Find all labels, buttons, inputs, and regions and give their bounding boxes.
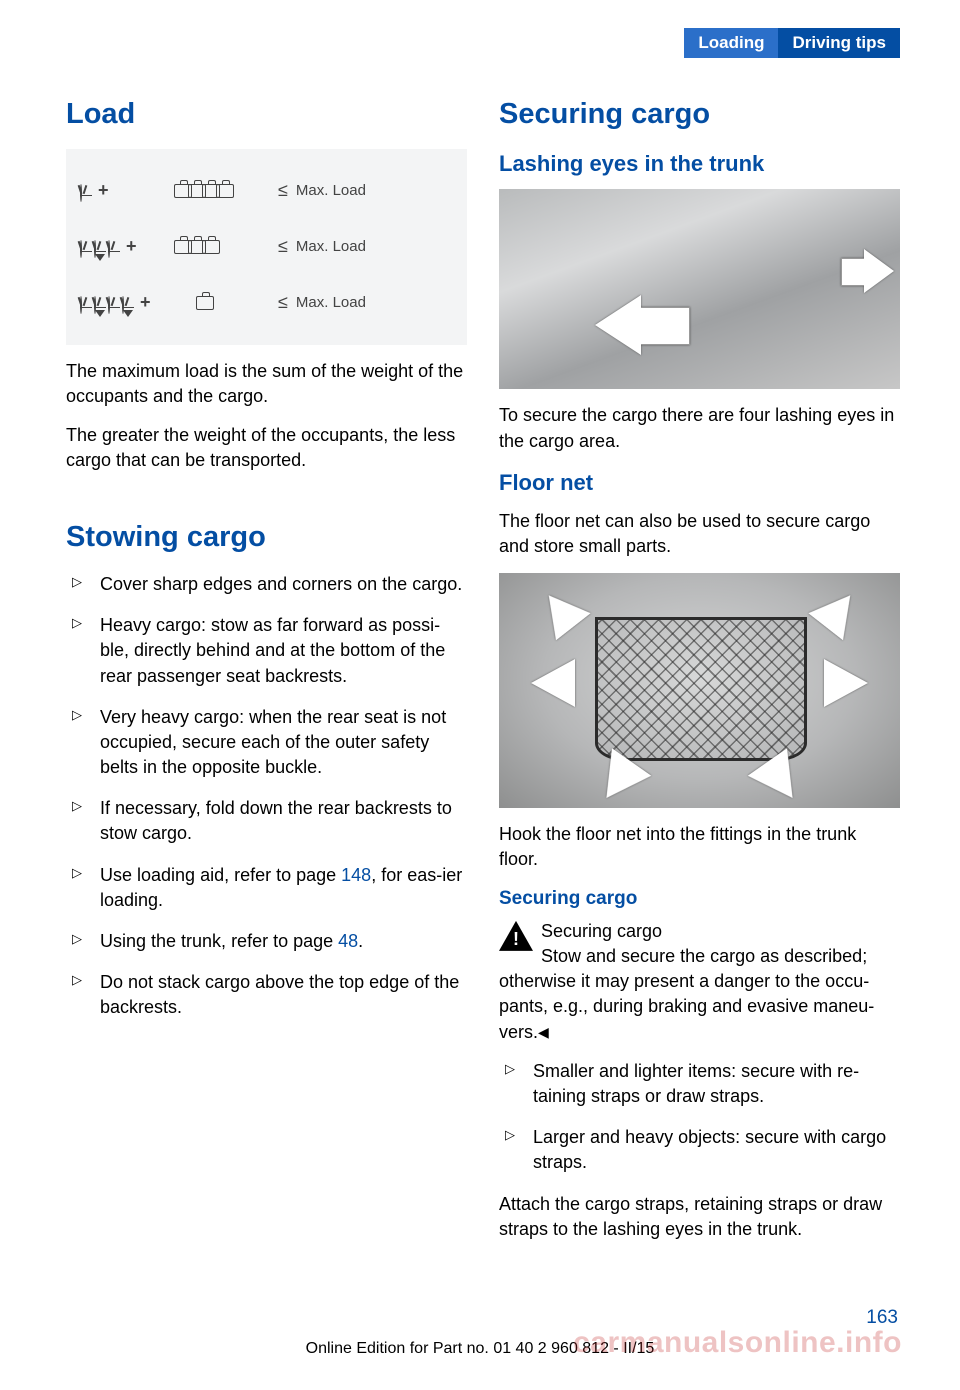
end-triangle-icon: ◀ xyxy=(538,1024,549,1040)
footer-text: Online Edition for Part no. 01 40 2 960 … xyxy=(0,1338,960,1360)
list-item: Cover sharp edges and corners on the car… xyxy=(66,572,467,597)
left-column: Load + ≤Max. Load + xyxy=(66,94,467,1256)
max-load-label: Max. Load xyxy=(296,236,366,257)
heading-floor-net: Floor net xyxy=(499,468,900,499)
load-para-1: The maximum load is the sum of the weigh… xyxy=(66,359,467,409)
page-header: Loading Driving tips xyxy=(0,28,900,58)
page-ref-48[interactable]: 48 xyxy=(338,931,358,951)
lashing-para: To secure the cargo there are four lashi… xyxy=(499,403,900,453)
warning-block: Securing cargo Stow and secure the cargo… xyxy=(499,919,900,1045)
page-ref-148[interactable]: 148 xyxy=(341,865,371,885)
max-load-label: Max. Load xyxy=(296,292,366,313)
list-item: Use loading aid, refer to page 148, for … xyxy=(66,863,467,913)
warning-body: Stow and secure the cargo as described; … xyxy=(499,946,874,1042)
list-item: Heavy cargo: stow as far forward as poss… xyxy=(66,613,467,689)
max-load-label: Max. Load xyxy=(296,180,366,201)
list-item: Using the trunk, refer to page 48. xyxy=(66,929,467,954)
page-number: 163 xyxy=(866,1305,898,1332)
load-diagram: + ≤Max. Load + ≤Max. Load xyxy=(66,149,467,345)
heading-stowing: Stowing cargo xyxy=(66,517,467,558)
header-tab-loading: Loading xyxy=(684,28,778,58)
list-item: Do not stack cargo above the top edge of… xyxy=(66,970,467,1020)
lashing-eyes-figure xyxy=(499,189,900,389)
list-item: Very heavy cargo: when the rear seat is … xyxy=(66,705,467,781)
header-tab-driving: Driving tips xyxy=(778,28,900,58)
warning-title: Securing cargo xyxy=(541,921,662,941)
list-item: Larger and heavy objects: secure with ca… xyxy=(499,1125,900,1175)
heading-securing: Securing cargo xyxy=(499,94,900,135)
list-item: Smaller and lighter items: secure with r… xyxy=(499,1059,900,1109)
heading-securing-sub: Securing cargo xyxy=(499,886,900,913)
floor-net-figure xyxy=(499,573,900,808)
floor-net-para-2: Hook the floor net into the fittings in … xyxy=(499,822,900,872)
attach-para: Attach the cargo straps, retaining strap… xyxy=(499,1192,900,1242)
right-column: Securing cargo Lashing eyes in the trunk… xyxy=(499,94,900,1256)
list-item: If necessary, fold down the rear backres… xyxy=(66,796,467,846)
heading-lashing: Lashing eyes in the trunk xyxy=(499,149,900,180)
load-para-2: The greater the weight of the occupants,… xyxy=(66,423,467,473)
securing-list: Smaller and lighter items: secure with r… xyxy=(499,1059,900,1176)
floor-net-para-1: The floor net can also be used to secure… xyxy=(499,509,900,559)
heading-load: Load xyxy=(66,94,467,135)
stowing-list: Cover sharp edges and corners on the car… xyxy=(66,572,467,1021)
